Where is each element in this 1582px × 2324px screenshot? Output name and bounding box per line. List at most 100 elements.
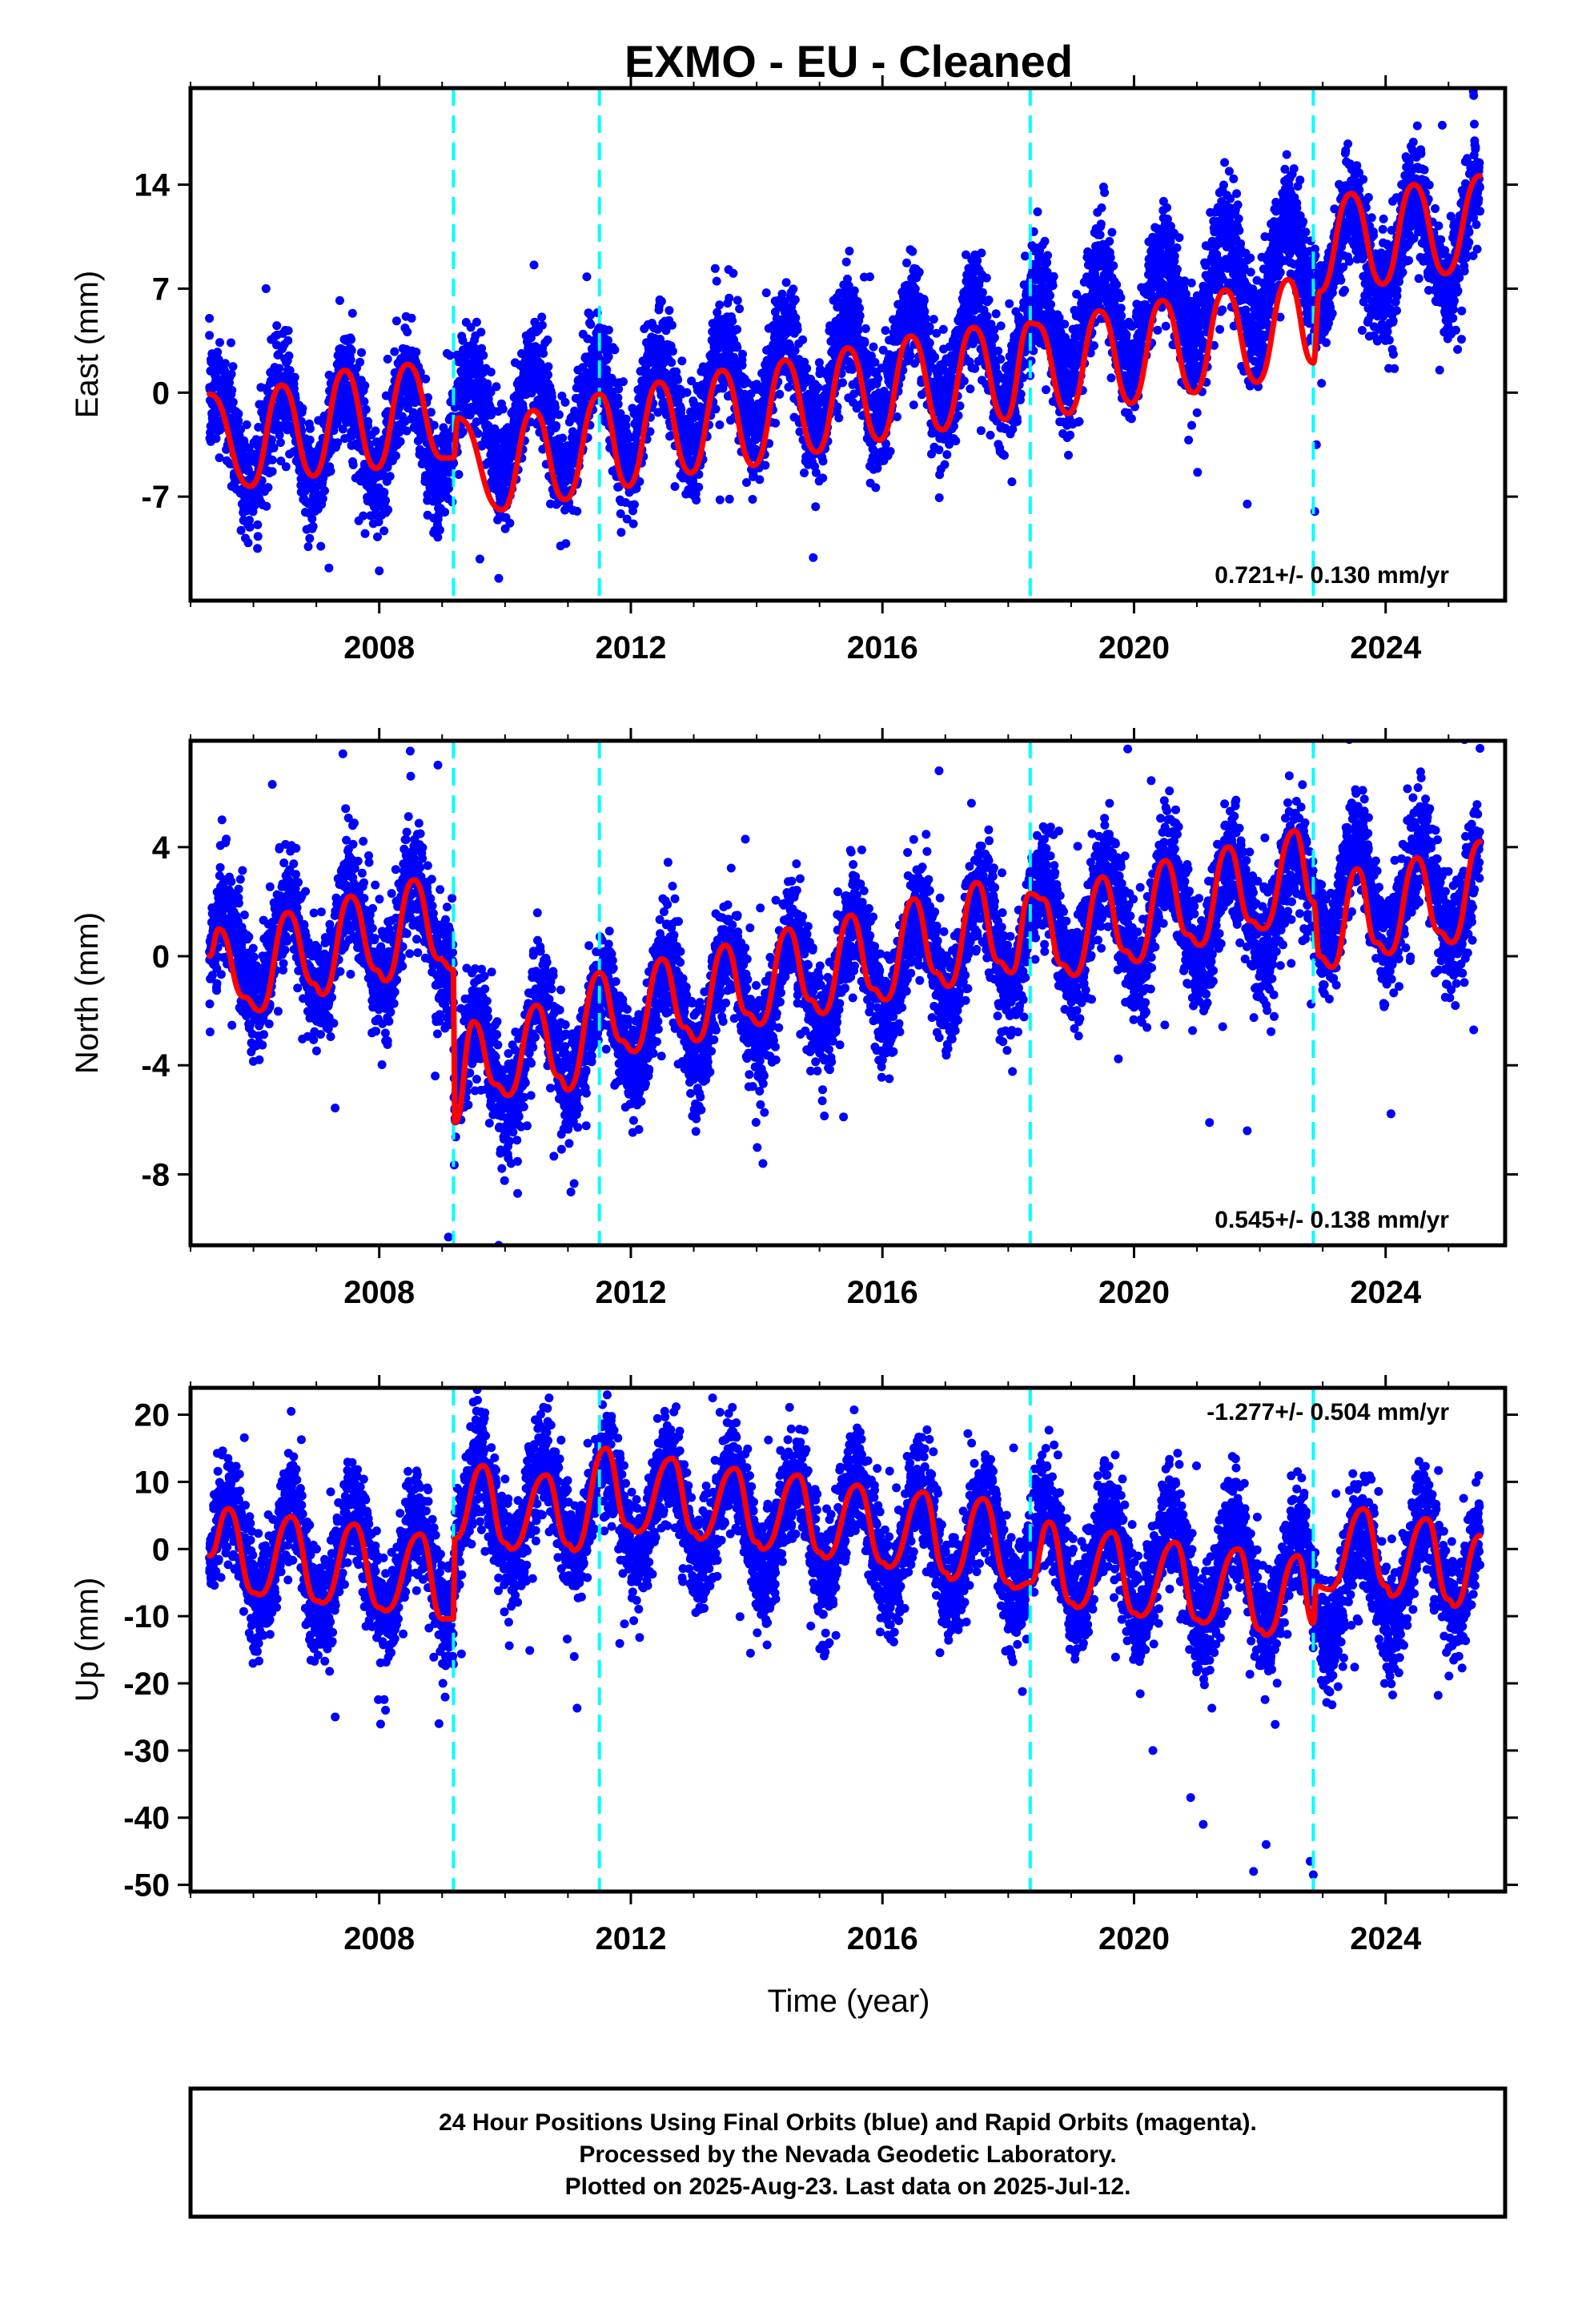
data-point bbox=[845, 247, 854, 255]
data-point bbox=[670, 482, 680, 491]
data-point bbox=[616, 528, 626, 537]
data-point bbox=[982, 312, 992, 321]
data-point bbox=[305, 435, 315, 444]
data-point bbox=[1048, 281, 1058, 291]
data-point bbox=[285, 366, 295, 376]
data-point bbox=[371, 426, 380, 436]
data-point bbox=[790, 295, 800, 304]
data-point bbox=[735, 304, 745, 314]
data-point bbox=[977, 248, 986, 258]
data-point bbox=[602, 365, 612, 375]
data-point bbox=[228, 397, 238, 407]
data-point bbox=[710, 263, 720, 273]
chart-title: EXMO - EU - Cleaned bbox=[624, 36, 1073, 86]
data-point bbox=[1021, 251, 1030, 261]
data-point bbox=[360, 381, 370, 390]
data-point bbox=[978, 287, 987, 297]
data-point bbox=[379, 526, 389, 536]
data-point bbox=[347, 335, 356, 344]
data-point bbox=[236, 525, 246, 535]
data-point bbox=[798, 335, 808, 344]
data-point bbox=[227, 369, 236, 379]
data-point bbox=[728, 316, 737, 326]
data-point bbox=[363, 416, 373, 426]
plot-area bbox=[205, 88, 1485, 601]
data-point bbox=[729, 268, 738, 278]
data-point bbox=[986, 430, 995, 440]
data-point bbox=[1064, 450, 1073, 460]
data-point bbox=[761, 460, 770, 470]
data-point bbox=[1016, 389, 1026, 399]
data-point bbox=[984, 296, 994, 305]
data-point bbox=[466, 323, 476, 332]
data-point bbox=[504, 475, 513, 485]
data-point bbox=[781, 278, 791, 287]
data-point bbox=[435, 525, 444, 535]
data-point bbox=[1043, 251, 1052, 260]
data-point bbox=[991, 309, 1001, 319]
data-point bbox=[433, 533, 443, 542]
data-point bbox=[996, 321, 1006, 331]
data-point bbox=[869, 342, 878, 352]
data-point bbox=[444, 479, 454, 489]
data-point bbox=[305, 447, 314, 456]
data-point bbox=[355, 357, 365, 367]
data-point bbox=[347, 346, 356, 356]
data-point bbox=[791, 313, 801, 323]
data-point bbox=[973, 256, 982, 266]
data-point bbox=[412, 348, 421, 357]
data-point bbox=[454, 470, 464, 479]
data-point bbox=[908, 247, 917, 256]
data-point bbox=[391, 316, 401, 326]
data-point bbox=[473, 428, 483, 438]
data-point bbox=[775, 389, 785, 399]
data-point bbox=[379, 488, 389, 497]
data-point bbox=[677, 404, 686, 414]
data-point bbox=[1046, 291, 1054, 300]
data-point bbox=[215, 338, 224, 348]
data-point bbox=[818, 456, 828, 466]
data-point bbox=[1033, 207, 1042, 216]
data-point bbox=[849, 286, 859, 296]
data-point bbox=[267, 455, 277, 464]
data-point bbox=[316, 541, 326, 551]
data-point bbox=[893, 412, 901, 421]
data-point bbox=[357, 348, 366, 357]
data-point bbox=[737, 360, 747, 370]
data-point bbox=[942, 450, 952, 460]
data-point bbox=[407, 313, 416, 323]
data-point bbox=[834, 413, 844, 423]
data-point bbox=[298, 404, 307, 413]
data-point bbox=[554, 410, 564, 420]
data-point bbox=[486, 388, 496, 397]
data-point bbox=[429, 420, 439, 430]
data-point bbox=[954, 411, 963, 420]
data-point bbox=[211, 434, 221, 443]
data-point bbox=[921, 314, 930, 324]
data-point bbox=[1060, 320, 1070, 329]
data-point bbox=[290, 372, 299, 382]
data-point bbox=[938, 324, 948, 334]
data-point bbox=[227, 338, 235, 348]
data-point bbox=[346, 356, 355, 364]
data-point bbox=[269, 443, 279, 452]
data-point bbox=[621, 414, 631, 424]
data-point bbox=[537, 312, 547, 322]
data-point bbox=[604, 325, 613, 335]
data-point bbox=[253, 532, 263, 541]
data-point bbox=[905, 351, 915, 360]
data-point bbox=[982, 273, 991, 283]
data-point bbox=[934, 445, 944, 455]
data-point bbox=[335, 296, 344, 305]
data-point bbox=[1007, 477, 1017, 487]
data-point bbox=[303, 542, 313, 552]
data-point bbox=[283, 336, 293, 345]
data-point bbox=[275, 364, 284, 373]
data-point bbox=[951, 436, 961, 446]
data-point bbox=[902, 258, 911, 267]
data-point bbox=[929, 315, 938, 324]
data-point bbox=[725, 293, 734, 303]
data-point bbox=[613, 400, 623, 409]
data-point bbox=[861, 324, 870, 333]
